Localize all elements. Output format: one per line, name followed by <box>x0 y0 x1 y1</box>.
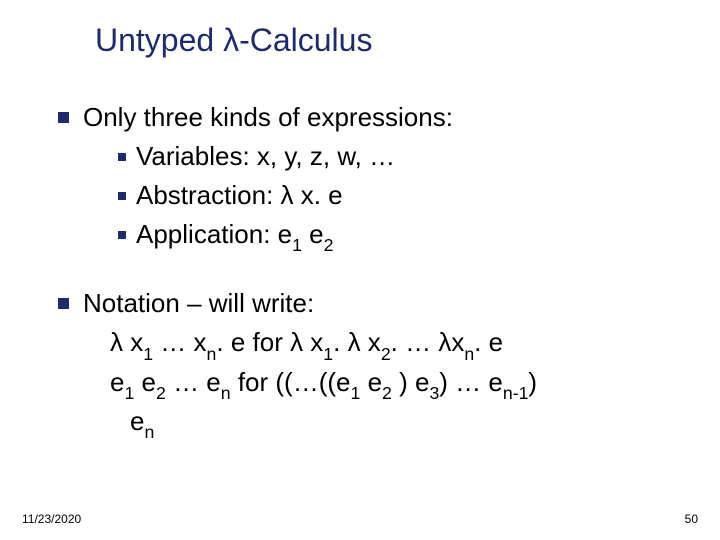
subitem-abstraction-text: Abstraction: λ x. e <box>136 178 343 213</box>
slide: Untyped λ-Calculus Only three kinds of e… <box>0 0 720 540</box>
square-bullet-icon <box>58 112 69 123</box>
subitem-abstraction: Abstraction: λ x. e <box>118 178 680 213</box>
s: 2 <box>382 383 392 403</box>
subitem-application-text: Application: e1 e2 <box>136 217 333 256</box>
footer-date: 11/23/2020 <box>22 512 81 526</box>
s: 1 <box>323 344 333 364</box>
s: 3 <box>429 383 439 403</box>
t: e <box>134 367 156 397</box>
notation-line-2: e1 e2 … en for ((…((e1 e2 ) e3) … en-1) <box>110 365 680 404</box>
square-bullet-icon <box>118 231 126 239</box>
square-bullet-icon <box>118 153 126 161</box>
t: e <box>110 367 124 397</box>
s: n <box>464 344 474 364</box>
s: n <box>221 383 231 403</box>
t: e <box>130 406 144 436</box>
t: ) <box>528 367 537 397</box>
notation-line-3: en <box>130 404 680 443</box>
s: 2 <box>381 344 391 364</box>
t: e <box>360 367 382 397</box>
application-label: Application: e <box>136 219 292 249</box>
subitem-variables-text: Variables: x, y, z, w, … <box>136 139 395 174</box>
subitem-application: Application: e1 e2 <box>118 217 680 256</box>
bullet-1-subitems: Variables: x, y, z, w, … Abstraction: λ … <box>118 139 680 256</box>
s: n <box>144 422 154 442</box>
s: n-1 <box>503 383 529 403</box>
slide-title: Untyped λ-Calculus <box>95 22 372 59</box>
subitem-variables: Variables: x, y, z, w, … <box>118 139 680 174</box>
application-mid: e <box>302 219 324 249</box>
s: n <box>207 344 217 364</box>
square-bullet-icon <box>58 298 69 309</box>
s: 2 <box>156 383 166 403</box>
application-sub2: 2 <box>324 235 334 255</box>
t: . e <box>474 327 503 357</box>
t: λ x <box>110 327 143 357</box>
t: ) … e <box>439 367 503 397</box>
t: … e <box>166 367 221 397</box>
s: 1 <box>143 344 153 364</box>
abstraction-expr: λ x. e <box>281 180 343 210</box>
bullet-2: Notation – will write: <box>58 286 680 321</box>
square-bullet-icon <box>118 192 126 200</box>
notation-line-1: λ x1 … xn. e for λ x1. λ x2. … λxn. e <box>110 325 680 364</box>
slide-body: Only three kinds of expressions: Variabl… <box>58 100 680 443</box>
spacer <box>58 260 680 286</box>
abstraction-label: Abstraction: <box>136 180 281 210</box>
s: 1 <box>124 383 134 403</box>
t: … x <box>153 327 206 357</box>
t: . λ x <box>333 327 381 357</box>
s: 1 <box>351 383 361 403</box>
bullet-1: Only three kinds of expressions: <box>58 100 680 135</box>
t: ) e <box>392 367 430 397</box>
application-sub1: 1 <box>292 235 302 255</box>
footer-page-number: 50 <box>685 512 698 526</box>
t: for ((…((e <box>231 367 351 397</box>
t: . e for λ x <box>216 327 323 357</box>
t: . … λx <box>391 327 465 357</box>
bullet-1-text: Only three kinds of expressions: <box>83 100 453 135</box>
bullet-2-text: Notation – will write: <box>83 286 314 321</box>
